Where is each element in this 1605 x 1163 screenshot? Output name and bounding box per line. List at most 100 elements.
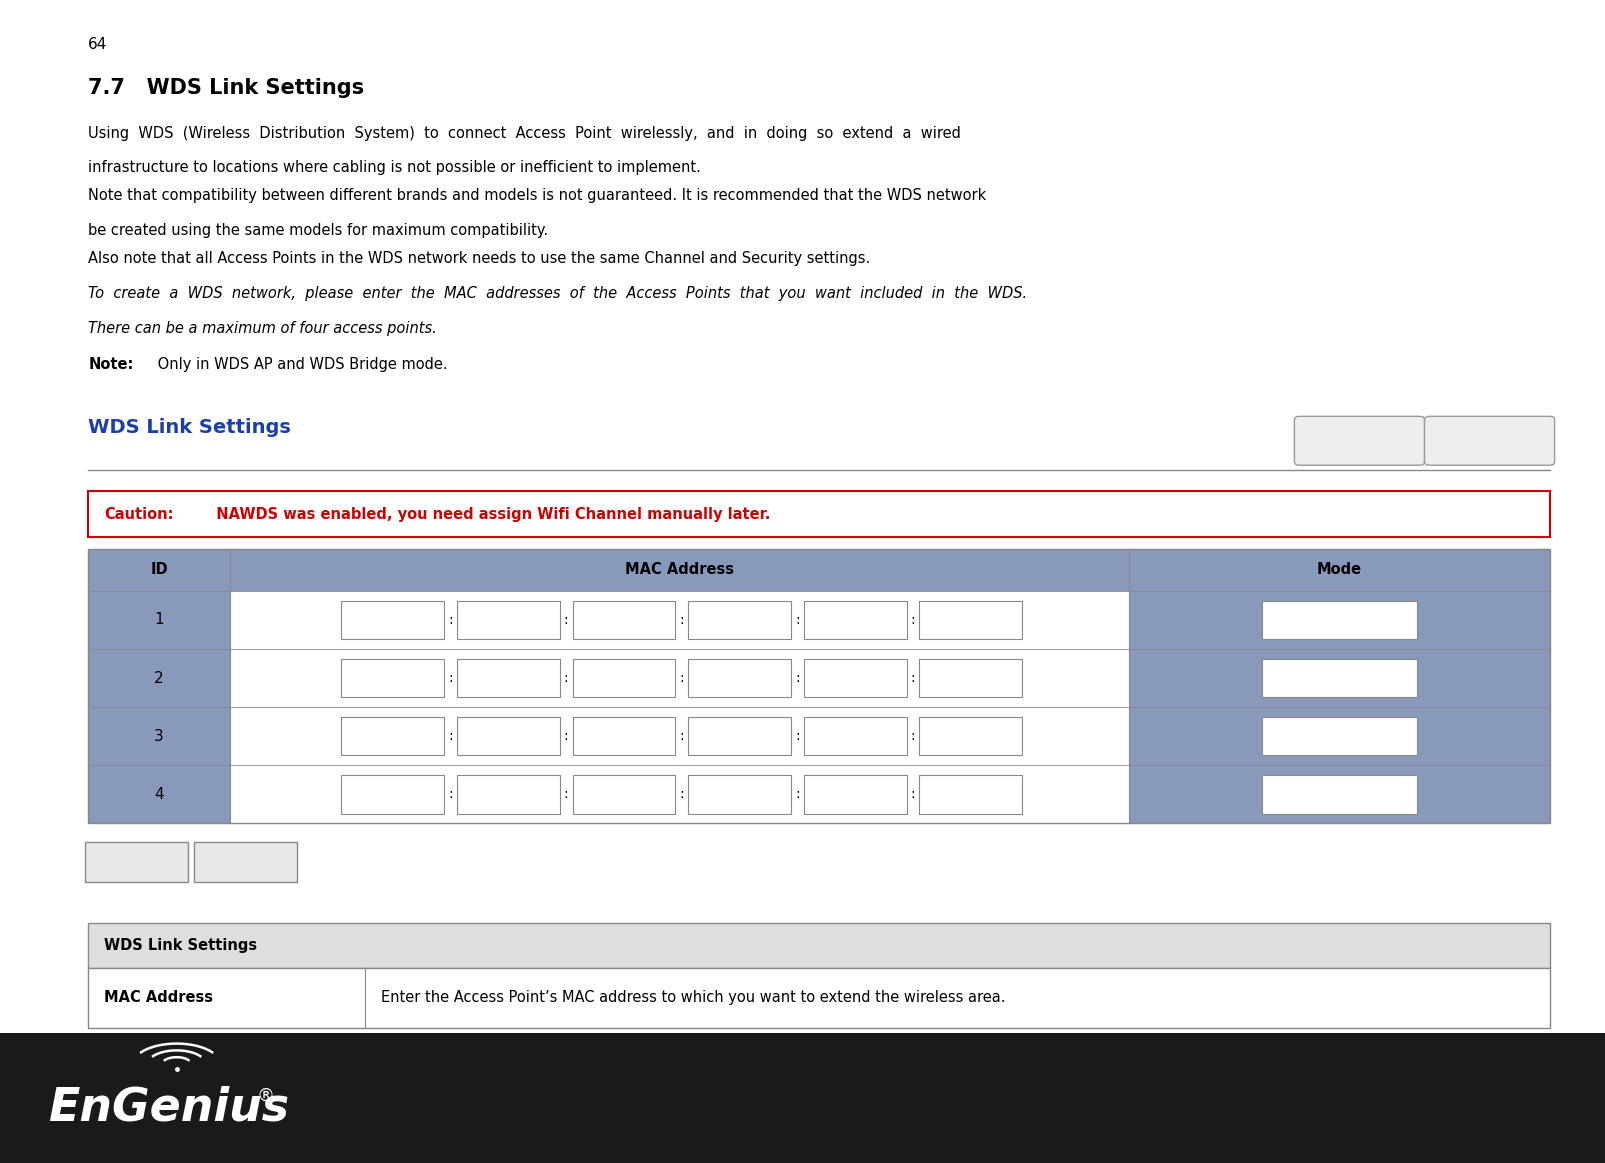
FancyBboxPatch shape [85, 842, 188, 882]
Text: 7.7   WDS Link Settings: 7.7 WDS Link Settings [88, 78, 364, 98]
Bar [88, 649, 230, 707]
Text: 22: 22 [846, 613, 863, 627]
FancyBboxPatch shape [804, 601, 905, 640]
Text: :: : [679, 729, 684, 743]
Text: :: : [563, 729, 568, 743]
Text: infrastructure to locations where cabling is not possible or inefficient to impl: infrastructure to locations where cablin… [88, 160, 701, 176]
FancyBboxPatch shape [1262, 776, 1416, 814]
Text: 64: 64 [88, 37, 108, 52]
Bar [0, 1033, 1605, 1163]
Text: Enter the Access Point’s MAC address to which you want to extend the wireless ar: Enter the Access Point’s MAC address to … [380, 991, 1005, 1005]
Text: :: : [910, 729, 915, 743]
FancyBboxPatch shape [573, 716, 676, 756]
Text: :: : [563, 613, 568, 627]
FancyBboxPatch shape [194, 842, 297, 882]
Bar [88, 591, 230, 649]
Text: 4: 4 [154, 787, 164, 801]
FancyBboxPatch shape [689, 716, 791, 756]
FancyBboxPatch shape [918, 776, 1022, 814]
Text: ID: ID [151, 563, 167, 577]
Text: :: : [448, 787, 453, 801]
Text: WDS Link Settings: WDS Link Settings [88, 418, 291, 436]
Text: To  create  a  WDS  network,  please  enter  the  MAC  addresses  of  the  Acces: To create a WDS network, please enter th… [88, 286, 1027, 301]
FancyBboxPatch shape [342, 716, 443, 756]
Text: Reset: Reset [1470, 434, 1507, 448]
Text: :: : [679, 671, 684, 685]
Text: WDS Link Settings: WDS Link Settings [104, 939, 257, 952]
FancyBboxPatch shape [342, 658, 443, 697]
Text: :: : [563, 787, 568, 801]
Text: NAWDS was enabled, you need assign Wifi Channel manually later.: NAWDS was enabled, you need assign Wifi … [205, 507, 769, 521]
FancyBboxPatch shape [573, 776, 676, 814]
Text: Enable: Enable [1321, 613, 1366, 627]
Text: Note:: Note: [88, 357, 133, 372]
FancyBboxPatch shape [573, 601, 676, 640]
FancyBboxPatch shape [918, 658, 1022, 697]
FancyBboxPatch shape [689, 776, 791, 814]
Text: ▾: ▾ [1393, 671, 1400, 685]
Text: MAC Address: MAC Address [104, 991, 213, 1005]
Text: :: : [910, 787, 915, 801]
FancyBboxPatch shape [457, 601, 560, 640]
Bar [88, 549, 1549, 591]
FancyBboxPatch shape [573, 658, 676, 697]
Text: 2: 2 [154, 671, 164, 685]
FancyBboxPatch shape [804, 658, 905, 697]
Text: ▾: ▾ [1393, 787, 1400, 801]
Text: Also note that all Access Points in the WDS network needs to use the same Channe: Also note that all Access Points in the … [88, 251, 870, 266]
Bar [230, 707, 1128, 765]
Text: ▾: ▾ [1393, 613, 1400, 627]
Text: Disable: Disable [1321, 787, 1369, 801]
Bar [88, 549, 1549, 823]
Text: MAC Address: MAC Address [624, 563, 733, 577]
Text: Only in WDS AP and WDS Bridge mode.: Only in WDS AP and WDS Bridge mode. [152, 357, 446, 372]
Text: 3: 3 [154, 729, 164, 743]
Text: 11: 11 [730, 613, 748, 627]
FancyBboxPatch shape [1294, 416, 1424, 465]
FancyBboxPatch shape [1262, 658, 1416, 697]
Text: :: : [910, 671, 915, 685]
Text: Note that compatibility between different brands and models is not guaranteed. I: Note that compatibility between differen… [88, 188, 985, 204]
Bar [88, 968, 1549, 1028]
FancyBboxPatch shape [804, 716, 905, 756]
FancyBboxPatch shape [457, 658, 560, 697]
Bar [88, 491, 1549, 537]
Text: Disable: Disable [1321, 671, 1369, 685]
Bar [1128, 765, 1549, 823]
Bar [1128, 649, 1549, 707]
Text: be created using the same models for maximum compatibility.: be created using the same models for max… [88, 223, 549, 238]
Text: :: : [794, 729, 799, 743]
Bar [230, 649, 1128, 707]
Text: Caution:: Caution: [104, 507, 173, 521]
Text: ®: ® [257, 1086, 274, 1104]
Text: Cancel: Cancel [223, 855, 268, 869]
Bar [1128, 707, 1549, 765]
Text: EnGenius: EnGenius [48, 1086, 289, 1130]
Text: :: : [448, 729, 453, 743]
FancyBboxPatch shape [918, 716, 1022, 756]
FancyBboxPatch shape [457, 776, 560, 814]
Text: 02: 02 [499, 613, 517, 627]
Text: 33: 33 [961, 613, 979, 627]
Text: Using  WDS  (Wireless  Distribution  System)  to  connect  Access  Point  wirele: Using WDS (Wireless Distribution System)… [88, 126, 961, 141]
Text: :: : [679, 787, 684, 801]
Text: :: : [794, 787, 799, 801]
FancyBboxPatch shape [457, 716, 560, 756]
FancyBboxPatch shape [804, 776, 905, 814]
Text: :: : [448, 613, 453, 627]
Bar [88, 707, 230, 765]
FancyBboxPatch shape [342, 601, 443, 640]
Bar [1128, 591, 1549, 649]
Text: Home: Home [1339, 434, 1379, 448]
FancyBboxPatch shape [342, 776, 443, 814]
Text: :: : [563, 671, 568, 685]
Text: Disable: Disable [1321, 729, 1369, 743]
Text: 00: 00 [384, 613, 401, 627]
Text: :: : [794, 671, 799, 685]
FancyBboxPatch shape [1262, 601, 1416, 640]
Bar [88, 923, 1549, 968]
FancyBboxPatch shape [1262, 716, 1416, 756]
Bar [230, 591, 1128, 649]
Text: :: : [910, 613, 915, 627]
FancyBboxPatch shape [689, 601, 791, 640]
